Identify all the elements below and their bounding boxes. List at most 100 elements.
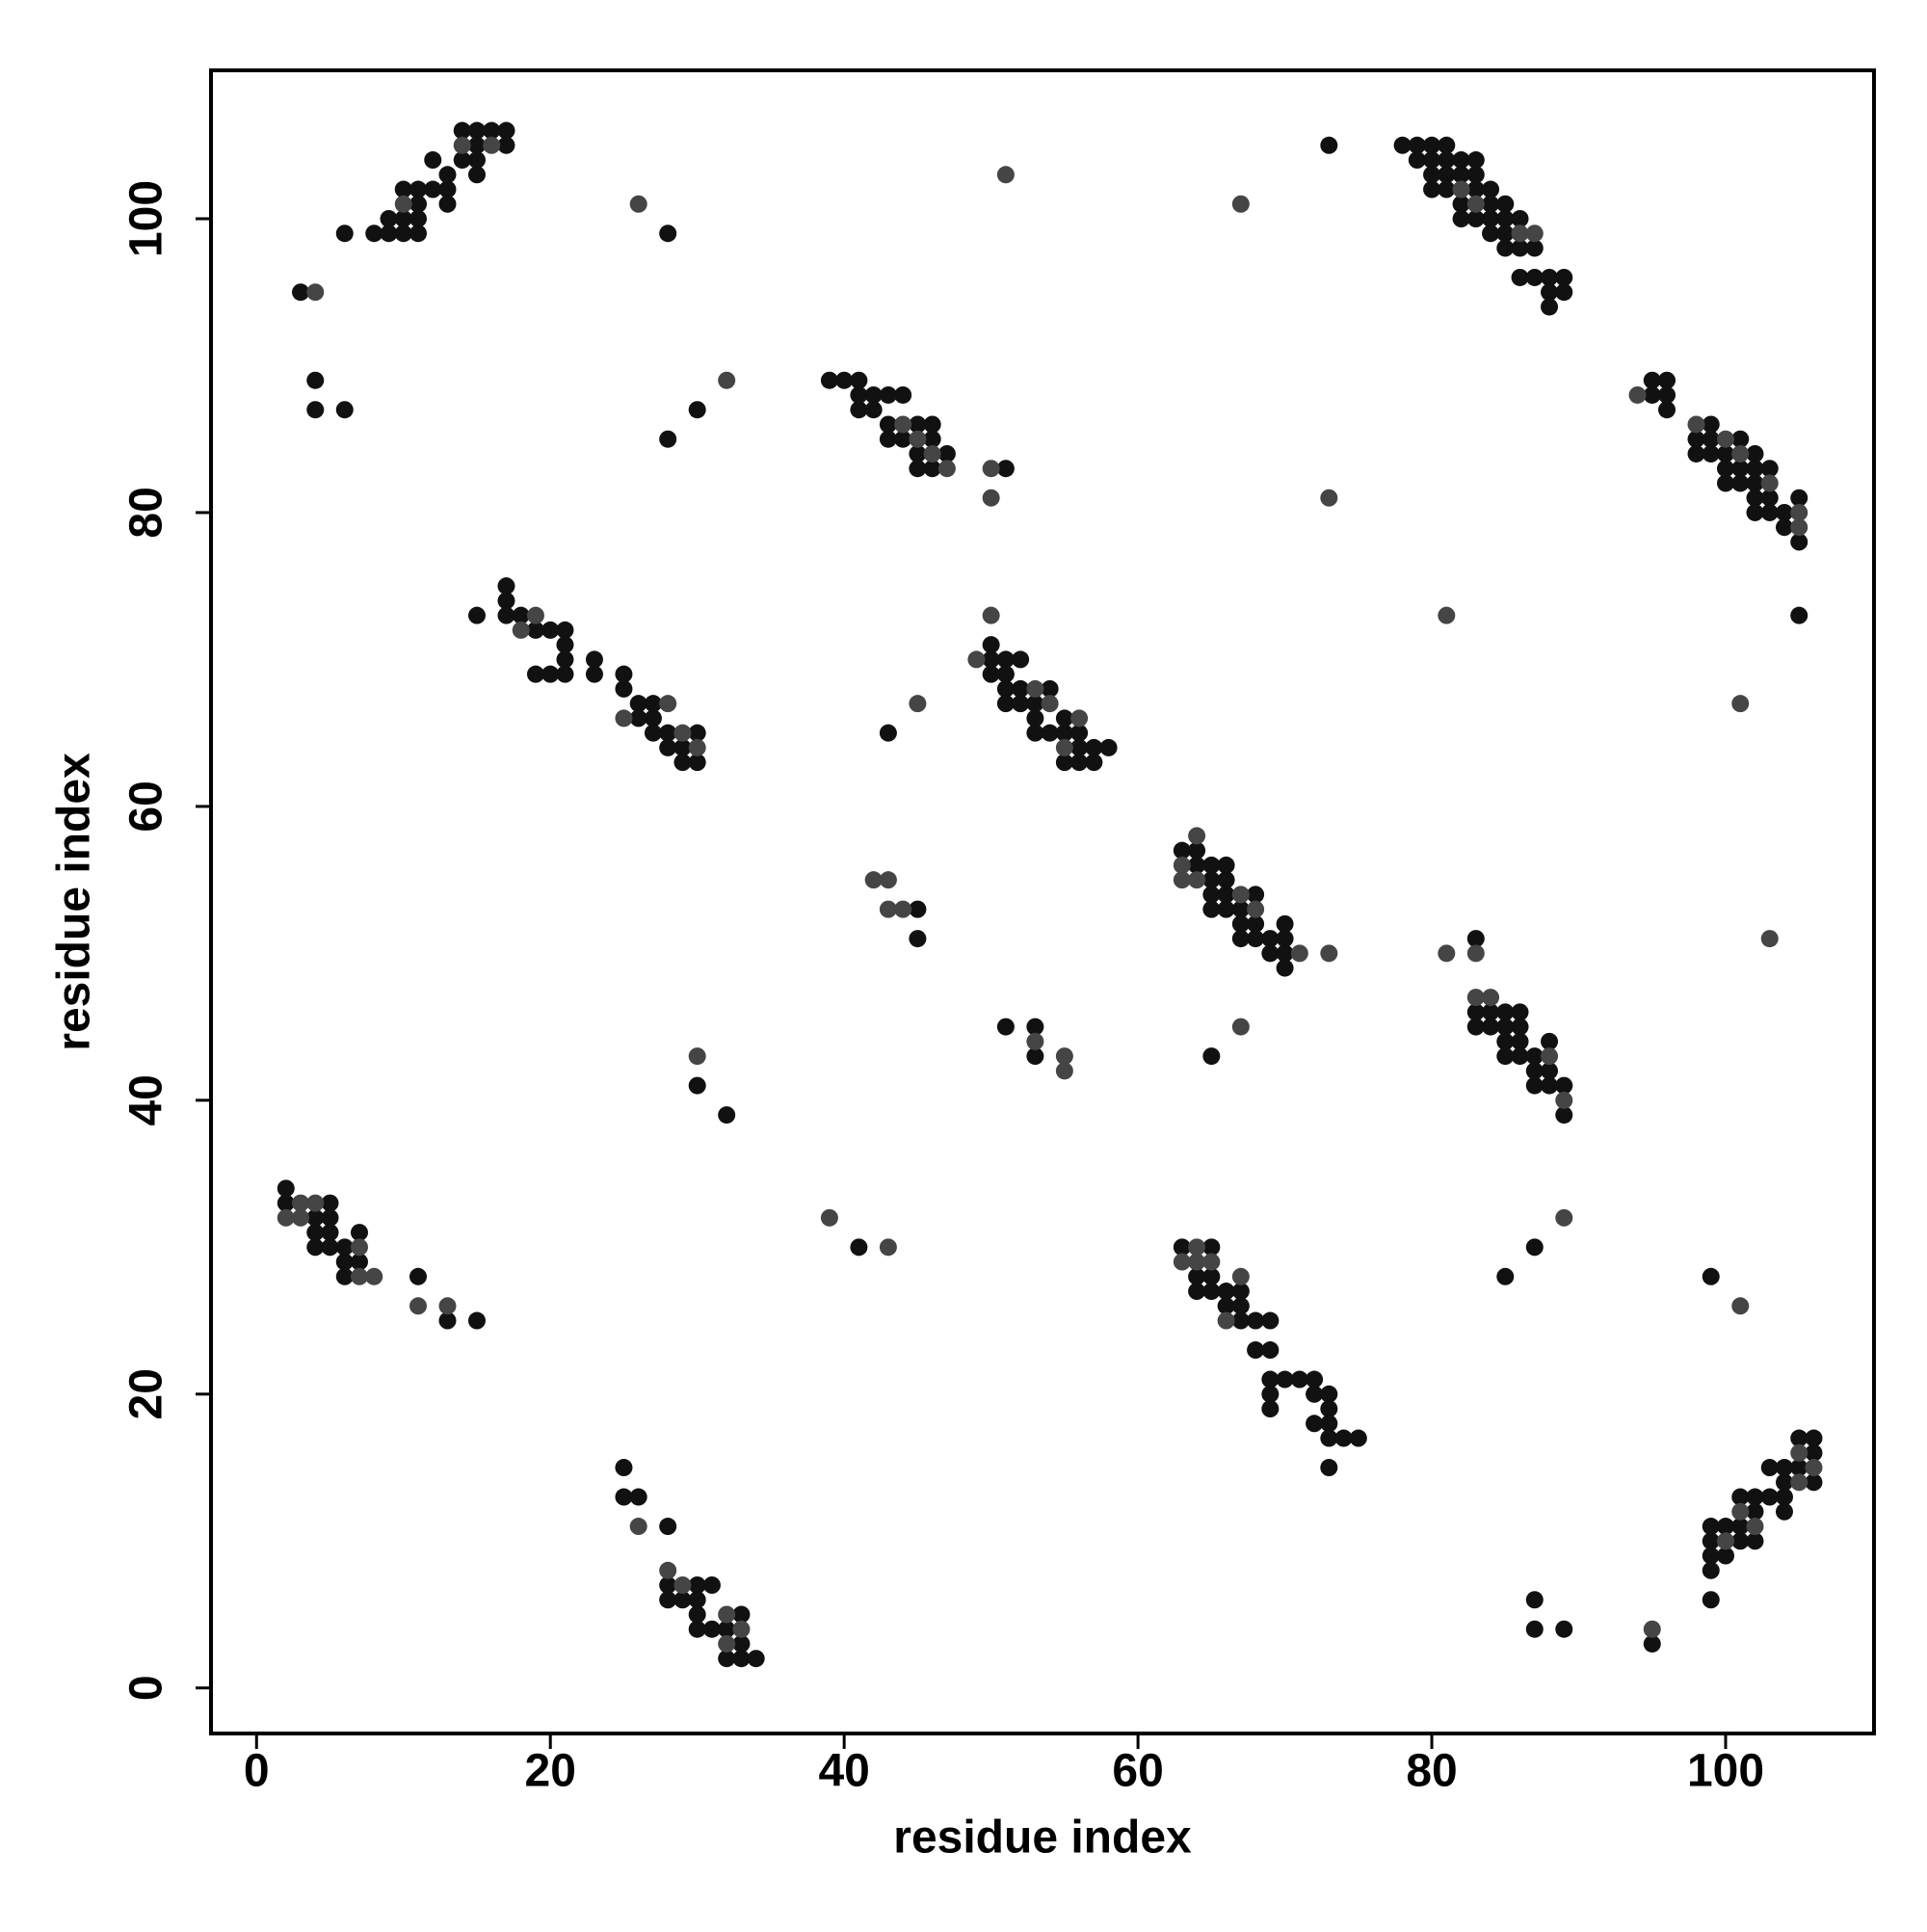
point [1790,606,1808,624]
point [1511,1003,1529,1021]
point [1717,460,1735,478]
point [1188,1238,1206,1257]
point [718,1605,736,1624]
point [1775,1473,1793,1492]
point [894,385,912,404]
point [937,460,956,478]
point [982,665,1000,683]
point [1511,1032,1529,1050]
point [467,151,486,170]
point [467,136,486,154]
point [879,430,897,448]
point [937,444,956,463]
x-tick-label: 0 [244,1746,270,1797]
point [1452,209,1470,227]
point [497,606,515,624]
point [1731,460,1750,478]
point [1760,489,1779,507]
point [1012,695,1030,713]
point [1555,268,1573,286]
point [1041,695,1059,713]
point [512,606,530,624]
point [306,371,325,389]
point [996,695,1015,713]
point [1746,1502,1764,1521]
point [1202,1283,1221,1301]
point [659,695,677,713]
point [688,1576,706,1595]
point [1423,151,1441,170]
point [541,621,560,639]
point [306,283,325,302]
point [1408,151,1426,170]
point [335,225,354,243]
point [1541,268,1559,286]
point [1026,724,1044,742]
point [1731,474,1750,492]
point [438,1311,457,1330]
point [467,121,486,140]
point [335,401,354,419]
point [1231,1297,1250,1315]
point [1055,1047,1073,1066]
point [335,1253,354,1271]
point [1438,151,1456,170]
point [1306,1385,1324,1403]
point [1525,1062,1544,1080]
point [1070,709,1089,728]
point [1231,1267,1250,1285]
point [1276,944,1294,963]
point [1525,1076,1544,1095]
point [1247,900,1265,918]
point [1202,1253,1221,1271]
point [1231,195,1250,213]
point [1511,239,1529,257]
point [1555,1620,1573,1638]
point [1261,1400,1280,1418]
point [1496,1018,1515,1036]
point [1717,1518,1735,1536]
point [1320,1385,1338,1403]
point [688,1605,706,1624]
point [1085,738,1103,756]
point [1055,738,1073,756]
point [1496,195,1515,213]
point [1070,754,1089,772]
point [409,1267,427,1285]
point [1731,1502,1750,1521]
point [879,900,897,918]
point [1217,1297,1235,1315]
point [1217,1311,1235,1330]
point [292,1208,310,1227]
point [688,1076,706,1095]
point [1541,1032,1559,1050]
point [424,151,442,170]
point [1702,1267,1720,1285]
point [1687,430,1705,448]
point [350,1238,368,1257]
point [909,460,927,478]
point [1525,225,1544,243]
point [1555,1106,1573,1125]
point [1482,209,1500,227]
point [497,121,515,140]
point [1482,1018,1500,1036]
point [879,385,897,404]
point [1261,1311,1280,1330]
point [453,151,471,170]
point [497,592,515,610]
point [1261,944,1280,963]
point [1231,1311,1250,1330]
point [1511,1047,1529,1066]
point [1746,1488,1764,1506]
point [585,650,603,669]
point [659,1591,677,1609]
point [1805,1443,1823,1462]
point [1775,518,1793,537]
point [1702,430,1720,448]
point [1290,1370,1308,1389]
point [1746,460,1764,478]
point [1012,650,1030,669]
point [1261,1385,1280,1403]
